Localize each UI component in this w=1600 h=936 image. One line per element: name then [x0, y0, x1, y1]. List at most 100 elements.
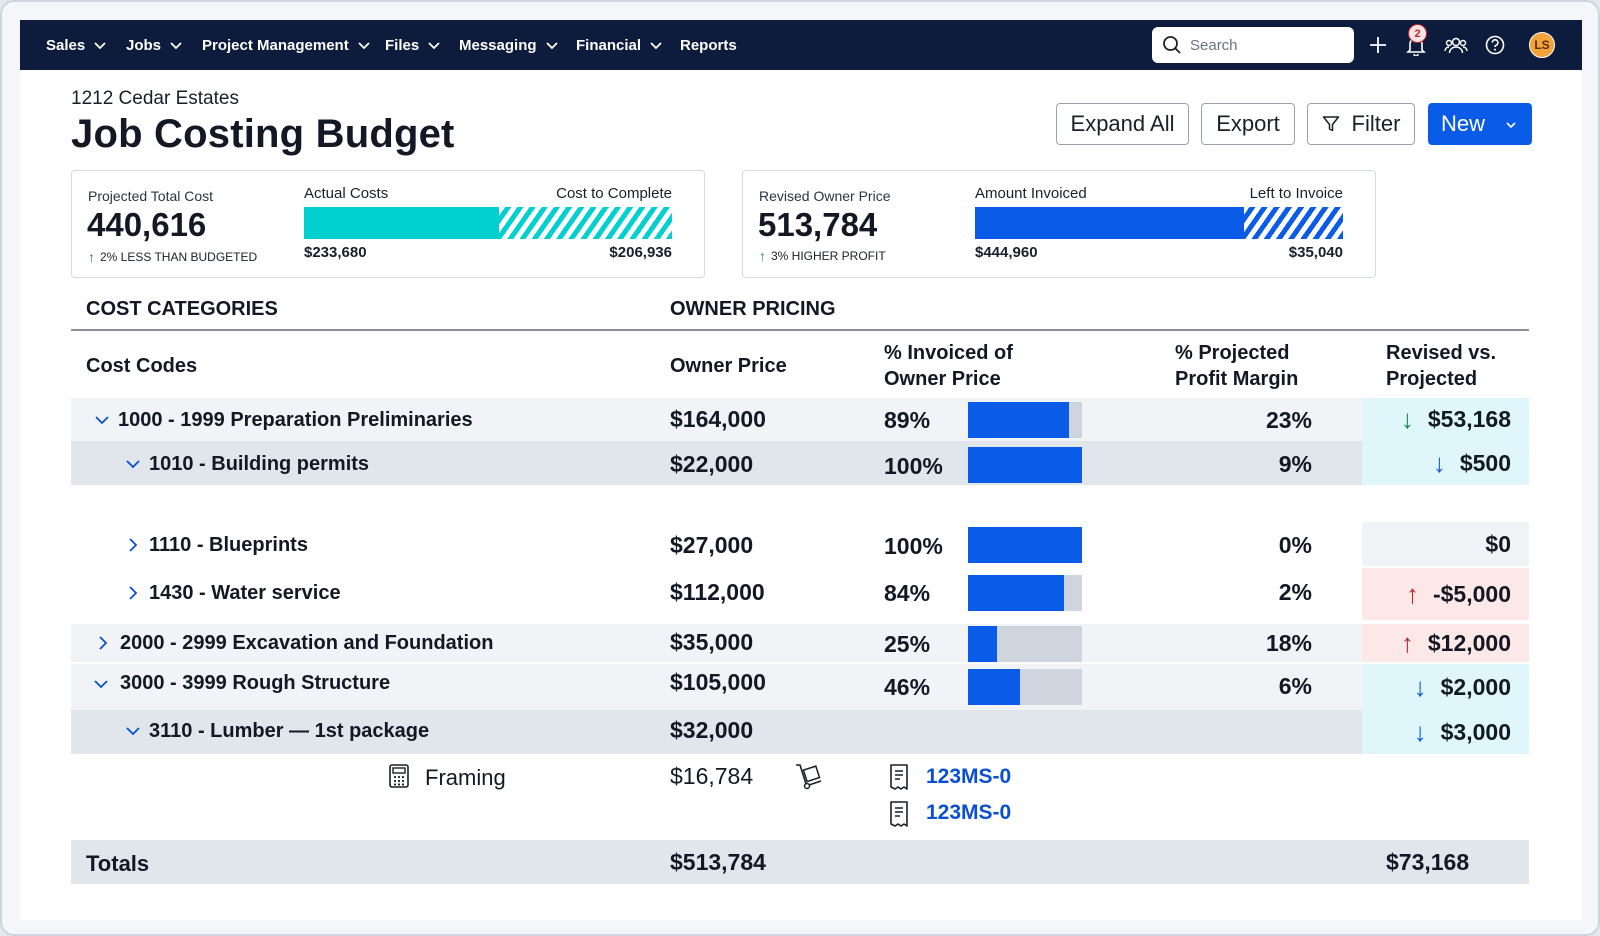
card-trend: ↑ 3% HIGHER PROFIT: [759, 248, 886, 264]
search-input[interactable]: [1190, 36, 1340, 54]
bar-right-value: $35,040: [1288, 244, 1343, 261]
user-avatar[interactable]: LS: [1529, 32, 1555, 58]
invoiced-bar: [968, 527, 1082, 563]
filter-icon: [1322, 116, 1339, 132]
row-bg: [71, 624, 1529, 662]
nav-item-reports[interactable]: Reports: [680, 20, 737, 70]
invoiced-bar-fill: [968, 575, 1064, 611]
plus-icon[interactable]: [1365, 32, 1391, 58]
chevron-right-icon[interactable]: [126, 538, 140, 552]
arrow-up-icon: ↑: [759, 248, 766, 264]
chevron-down-icon[interactable]: [94, 677, 108, 691]
col-revised-line1: Revised vs.: [1386, 342, 1497, 364]
nav-label: Jobs: [126, 36, 162, 54]
nav-item-sales[interactable]: Sales: [46, 20, 107, 70]
section-divider: [71, 329, 1529, 331]
col-invoiced-line2: Owner Price: [884, 368, 1001, 390]
totals-variance: $73,168: [1386, 849, 1470, 875]
invoice-link[interactable]: 123MS-0: [926, 765, 1012, 788]
profit-margin: 23%: [1265, 407, 1312, 433]
nav-item-files[interactable]: Files: [385, 20, 441, 70]
totals-label: Totals: [86, 851, 150, 876]
bar-left-label: Amount Invoiced: [975, 185, 1087, 202]
arrow-up-icon: ↑: [1405, 578, 1419, 609]
chevron-right-icon[interactable]: [96, 636, 110, 650]
row-bg: [71, 441, 1529, 485]
invoiced-percent: 25%: [884, 631, 931, 657]
variance-cell: ↓ $2,000: [1362, 664, 1529, 710]
filter-button[interactable]: Filter: [1307, 103, 1415, 145]
invoiced-bar: [968, 447, 1082, 483]
profit-margin: 2%: [1278, 579, 1312, 605]
row-bg: [71, 398, 1529, 441]
col-revised: Revised vs. Projected: [1386, 340, 1496, 392]
cost-code-name: 1430 - Water service: [149, 582, 341, 604]
invoiced-percent: 100%: [884, 453, 943, 479]
nav-item-messaging[interactable]: Messaging: [459, 20, 559, 70]
search-icon: [1163, 36, 1181, 54]
chevron-down-icon: [170, 42, 182, 50]
chevron-down-icon[interactable]: [126, 724, 140, 738]
export-button[interactable]: Export: [1201, 103, 1295, 145]
invoiced-bar: [968, 575, 1082, 611]
variance-value: $53,168: [1427, 406, 1511, 432]
nav-item-project-management[interactable]: Project Management: [202, 20, 371, 70]
col-revised-line2: Projected: [1386, 368, 1478, 390]
cost-to-complete-fill: [499, 207, 672, 239]
arrow-up-icon: ↑: [88, 249, 95, 265]
nav-label: Project Management: [202, 36, 349, 54]
variance-value: $3,000: [1440, 718, 1511, 745]
variance-value: $2,000: [1440, 673, 1511, 700]
bar-left-label: Actual Costs: [304, 185, 389, 202]
row-bg: [71, 710, 1529, 754]
chevron-down-icon: [94, 42, 106, 50]
notification-badge: 2: [1408, 24, 1427, 43]
chevron-down-icon: [358, 42, 370, 50]
arrow-down-icon: ↓: [1432, 447, 1446, 478]
card-label: Revised Owner Price: [759, 188, 891, 204]
search-box[interactable]: [1152, 27, 1354, 63]
invoice-link[interactable]: 123MS-0: [926, 801, 1012, 824]
new-button[interactable]: New: [1428, 103, 1532, 145]
arrow-up-icon: ↑: [1400, 627, 1414, 658]
invoiced-bar-fill: [968, 527, 1082, 563]
chevron-down-icon: [428, 42, 440, 50]
chevron-right-icon[interactable]: [126, 586, 140, 600]
variance-cell: $0: [1362, 522, 1529, 566]
profit-margin: 9%: [1278, 451, 1312, 477]
actual-costs-fill: [304, 207, 499, 239]
cost-code-name: 3000 - 3999 Rough Structure: [120, 672, 391, 694]
invoiced-percent: 46%: [884, 674, 931, 700]
col-invoiced-line1: % Invoiced of: [884, 342, 1013, 364]
trend-text: 3% HIGHER PROFIT: [771, 249, 886, 263]
nav-label: Files: [385, 36, 420, 54]
left-to-invoice-fill: [1244, 207, 1343, 239]
row-bg: [71, 664, 1529, 710]
bar-right-label: Cost to Complete: [556, 185, 672, 202]
chevron-down-icon[interactable]: [126, 457, 140, 471]
variance-cell: ↓ $500: [1362, 441, 1529, 485]
invoiced-bar-fill: [968, 669, 1020, 705]
chevron-down-icon: [545, 42, 558, 50]
variance-value: $500: [1459, 449, 1511, 476]
variance-value: $12,000: [1427, 629, 1511, 656]
nav-item-financial[interactable]: Financial: [576, 20, 663, 70]
button-label: Filter: [1351, 111, 1401, 136]
nav-item-jobs[interactable]: Jobs: [126, 20, 183, 70]
invoiced-bar-fill: [968, 402, 1069, 438]
people-icon[interactable]: [1443, 32, 1469, 58]
project-name: 1212 Cedar Estates: [71, 88, 239, 109]
chevron-down-icon[interactable]: [95, 413, 109, 427]
owner-price: $35,000: [670, 629, 754, 655]
bar-right-value: $206,936: [609, 244, 672, 261]
totals-price: $513,784: [670, 849, 766, 875]
owner-price: $32,000: [670, 717, 754, 743]
invoiced-bar: [968, 669, 1082, 705]
expand-all-button[interactable]: Expand All: [1056, 103, 1189, 145]
hand-truck-icon[interactable]: [794, 762, 824, 790]
help-icon[interactable]: [1482, 32, 1508, 58]
variance-cell: ↑ -$5,000: [1362, 568, 1529, 620]
owner-price: $105,000: [670, 669, 766, 695]
chevron-down-icon: [1506, 122, 1516, 129]
variance-cell: ↑ $12,000: [1362, 624, 1529, 662]
